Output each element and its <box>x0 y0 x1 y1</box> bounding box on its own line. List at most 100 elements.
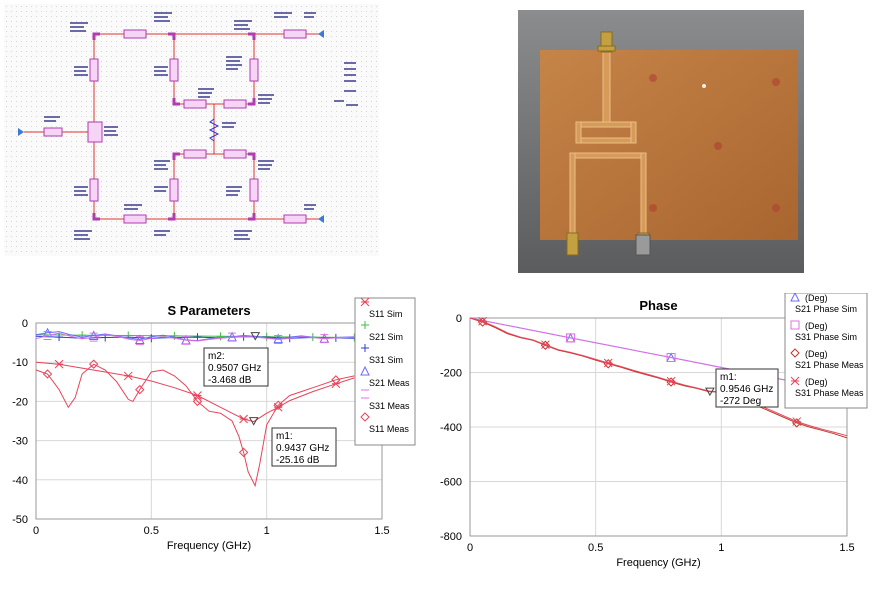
data-point <box>42 327 53 338</box>
series-line <box>35 363 355 488</box>
s-parameters-svg: S Parameters 0 0.5 1 1.5 0 -10 -20 -30 -40 -50 Freq… <box>12 297 416 552</box>
data-point <box>135 384 145 395</box>
legend-unit: (Deg) <box>805 349 828 359</box>
legend-swatch <box>790 376 800 386</box>
data-point <box>54 359 64 369</box>
data-point <box>193 333 202 342</box>
marker-box <box>203 347 269 387</box>
legend-item: S11 Meas <box>360 412 409 434</box>
legend-label: S11 Sim <box>369 309 402 319</box>
legend-item: (Deg)S31 Phase Sim <box>790 320 857 342</box>
data-point <box>792 417 802 426</box>
y-tick-label: -400 <box>440 422 462 434</box>
data-point <box>89 332 98 342</box>
legend-label: S31 Meas <box>369 401 410 411</box>
legend-swatch <box>360 365 370 376</box>
legend: (Deg)S21 Phase Sim(Deg)S31 Phase Sim(Deg… <box>784 291 868 409</box>
legend-label: S31 Phase Sim <box>795 332 857 342</box>
data-point <box>238 447 249 458</box>
x-axis-label: Frequency (GHz) <box>167 540 251 552</box>
marker-label: m1: <box>276 431 293 442</box>
marker-1: m2:0.9507 GHz-3.468 dB <box>203 332 269 387</box>
marker-pointer <box>248 417 259 426</box>
marker-value: -3.468 dB <box>208 375 252 386</box>
series-6 <box>35 359 355 488</box>
marker-2: m1:0.9437 GHz-25.16 dB <box>248 417 337 467</box>
y-tick-label: 0 <box>456 313 462 325</box>
legend-unit: (Deg) <box>805 377 828 387</box>
legend-frame <box>354 297 416 446</box>
series-line <box>469 317 848 437</box>
series-5 <box>35 331 355 346</box>
legend-label: S21 Sim <box>369 332 403 342</box>
data-point <box>134 334 145 344</box>
x-tick-label: 1 <box>264 525 270 537</box>
legend-swatch <box>361 321 369 329</box>
y-tick-label: -600 <box>440 477 462 489</box>
legend-label: S21 Meas <box>369 378 410 388</box>
data-point <box>666 353 676 363</box>
legend: S11 Sim S21 Sim S31 Sim S21 Meas S31 Meas S11… <box>354 297 416 446</box>
x-tick-label: 0 <box>467 542 473 554</box>
legend-swatch <box>790 348 800 358</box>
series-1 <box>35 359 355 424</box>
marker-frequency: 0.9507 GHz <box>208 363 261 374</box>
data-point <box>239 414 248 424</box>
y-tick-label: -50 <box>12 514 28 526</box>
data-point <box>273 333 284 344</box>
data-point <box>42 369 53 379</box>
y-tick-label: -10 <box>12 357 28 369</box>
data-point <box>88 359 99 369</box>
data-point <box>541 340 550 350</box>
chart-title: Phase <box>639 298 677 313</box>
data-point <box>666 376 676 386</box>
legend-swatch <box>360 297 370 307</box>
y-tick-label: 0 <box>22 318 28 330</box>
board-photo-drawing <box>518 10 804 273</box>
legend-label: S21 Phase Sim <box>795 304 857 314</box>
data-point <box>478 316 487 326</box>
legend-item: (Deg)S21 Phase Meas <box>790 348 864 370</box>
x-tick-label: 1.5 <box>374 525 389 537</box>
data-point <box>192 396 203 407</box>
marker-frequency: 0.9546 GHz <box>720 384 773 395</box>
fabricated-board-photo <box>518 10 804 273</box>
legend-label: S11 Meas <box>369 424 409 434</box>
plot-frame <box>469 317 848 537</box>
data-point <box>135 336 144 346</box>
x-tick-label: 0.5 <box>588 542 603 554</box>
marker-label: m2: <box>208 351 225 362</box>
x-tick-label: 0 <box>33 525 39 537</box>
marker-box <box>715 368 779 408</box>
data-point <box>88 330 99 341</box>
legend-swatch <box>790 320 800 330</box>
circuit-schematic <box>4 4 379 256</box>
x-tick-label: 1.5 <box>839 542 854 554</box>
legend-swatch <box>360 412 370 422</box>
marker-label: m1: <box>720 372 737 383</box>
x-tick-label: 1 <box>718 542 724 554</box>
data-point <box>274 334 283 344</box>
data-point <box>331 375 341 385</box>
data-point <box>273 400 283 411</box>
legend-label: S21 Phase Meas <box>795 360 864 370</box>
legend-swatch <box>790 291 800 302</box>
data-point <box>43 331 52 341</box>
data-point <box>566 333 576 343</box>
y-tick-label: -40 <box>12 475 28 487</box>
legend-unit: (Deg) <box>805 321 828 331</box>
chart-title: S Parameters <box>167 303 250 318</box>
y-tick-label: -20 <box>12 396 28 408</box>
legend-swatch <box>361 344 369 352</box>
legend-item: S21 Meas <box>360 365 410 388</box>
data-point <box>216 332 225 341</box>
phase-svg: Phase 0 0.5 1 1.5 0 -200 -400 -600 -800 Frequency … <box>440 291 868 569</box>
schematic-drawing <box>18 12 358 240</box>
series-line <box>35 361 355 423</box>
x-axis-label: Frequency (GHz) <box>616 557 700 569</box>
data-point <box>123 371 133 381</box>
marker-value: -272 Deg <box>720 396 761 407</box>
marker-1: m1:0.9546 GHz-272 Deg <box>705 368 779 408</box>
phase-chart: Phase 0 0.5 1 1.5 0 -200 -400 -600 -800 Frequency … <box>420 291 873 598</box>
s-parameters-chart: S Parameters 0 0.5 1 1.5 0 -10 -20 -30 -40 -50 Freq… <box>0 293 420 598</box>
